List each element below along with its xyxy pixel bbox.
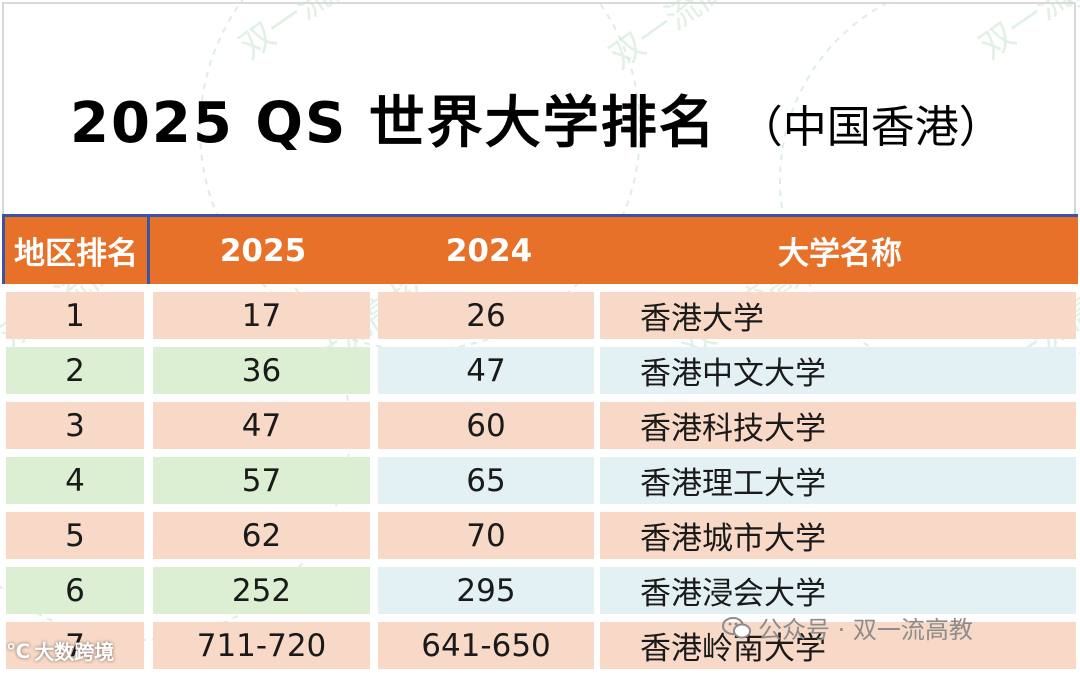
wechat-icon	[722, 616, 751, 638]
table-row: 3 47 60 香港科技大学	[0, 400, 1080, 455]
table-row: 5 62 70 香港城市大学	[0, 510, 1080, 565]
cell-rank-2024: 47	[378, 347, 594, 394]
corner-watermark-text: 大数跨境	[34, 640, 115, 664]
table-body: 1 17 26 香港大学 2 36 47 香港中文大学 3 47 60 香港科技…	[0, 290, 1080, 675]
header-university-name: 大学名称	[778, 236, 902, 272]
cell-university-name: 香港城市大学	[600, 512, 1076, 559]
cell-region-rank: 1	[6, 292, 144, 339]
corner-watermark: ℃ 大数跨境	[6, 636, 114, 665]
title-area	[2, 2, 1076, 214]
cell-rank-2025: 57	[153, 457, 370, 504]
cell-university-name: 香港理工大学	[600, 457, 1076, 504]
cell-region-rank: 4	[6, 457, 144, 504]
cell-rank-2025: 62	[153, 512, 370, 559]
cell-university-name: 香港浸会大学	[600, 567, 1076, 614]
cell-region-rank: 6	[6, 567, 144, 614]
cell-rank-2025: 17	[153, 292, 370, 339]
table-row: 7 711-720 641-650 香港岭南大学	[0, 620, 1080, 675]
title-subtitle: （中国香港）	[738, 102, 1003, 153]
header-2025: 2025	[219, 232, 307, 269]
cell-region-rank: 3	[6, 402, 144, 449]
wechat-watermark: 公众号 · 双一流高教	[722, 610, 973, 645]
cell-rank-2025: 47	[153, 402, 370, 449]
cell-rank-2025: 36	[153, 347, 370, 394]
table-header: 地区排名 2025 2024 大学名称	[2, 214, 1078, 284]
cell-region-rank: 7	[6, 622, 144, 669]
cell-university-name: 香港岭南大学	[600, 622, 1076, 669]
header-2024: 2024	[445, 232, 533, 269]
table-row: 1 17 26 香港大学	[0, 290, 1080, 345]
cell-university-name: 香港科技大学	[600, 402, 1076, 449]
table-row: 6 252 295 香港浸会大学	[0, 565, 1080, 620]
cell-region-rank: 2	[6, 347, 144, 394]
cell-rank-2024: 65	[378, 457, 594, 504]
cell-rank-2024: 641-650	[378, 622, 594, 669]
title-main: 2025 QS 世界大学排名	[70, 91, 717, 156]
cell-region-rank: 5	[6, 512, 144, 559]
cell-university-name: 香港大学	[600, 292, 1076, 339]
corner-logo-icon: ℃	[6, 638, 31, 663]
table-row: 2 36 47 香港中文大学	[0, 345, 1080, 400]
cell-rank-2024: 70	[378, 512, 594, 559]
cell-rank-2024: 60	[378, 402, 594, 449]
cell-rank-2025: 711-720	[153, 622, 370, 669]
header-region-rank: 地区排名	[2, 217, 150, 284]
table-row: 4 57 65 香港理工大学	[0, 455, 1080, 510]
page-title: 2025 QS 世界大学排名 （中国香港）	[70, 78, 1003, 158]
cell-rank-2024: 26	[378, 292, 594, 339]
cell-rank-2025: 252	[153, 567, 370, 614]
cell-university-name: 香港中文大学	[600, 347, 1076, 394]
wechat-watermark-text: 公众号 · 双一流高教	[758, 616, 973, 644]
cell-rank-2024: 295	[378, 567, 594, 614]
